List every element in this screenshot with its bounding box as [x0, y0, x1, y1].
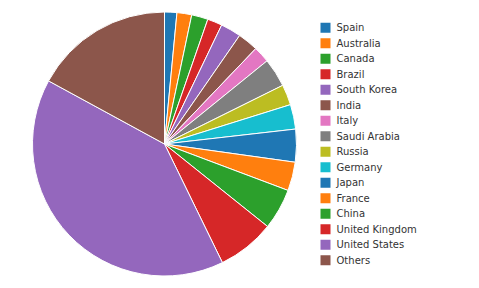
legend-item: Italy [321, 115, 359, 126]
legend-label: China [337, 208, 366, 219]
legend-swatch [321, 240, 331, 250]
legend-label: Canada [337, 53, 375, 64]
legend-swatch [321, 38, 331, 48]
pie [33, 12, 297, 276]
legend-swatch [321, 193, 331, 203]
legend-item: China [321, 208, 366, 219]
legend-swatch [321, 147, 331, 157]
legend-item: United States [321, 239, 405, 250]
legend-swatch [321, 209, 331, 219]
legend: Spain Australia Canada Brazil South Korea Ind… [321, 22, 417, 266]
legend-item: Germany [321, 162, 383, 173]
legend-label: United Kingdom [337, 224, 417, 235]
legend-label: Germany [337, 162, 383, 173]
chart: Spain Australia Canada Brazil South Korea Ind… [0, 0, 479, 288]
legend-item: Japan [321, 177, 365, 188]
legend-swatch [321, 178, 331, 188]
legend-label: France [337, 193, 370, 204]
legend-swatch [321, 23, 331, 33]
legend-swatch [321, 54, 331, 64]
legend-label: Japan [336, 177, 365, 188]
pie-slice [49, 12, 165, 144]
legend-swatch [321, 100, 331, 110]
legend-swatch [321, 85, 331, 95]
legend-swatch [321, 224, 331, 234]
legend-label: United States [337, 239, 405, 250]
legend-item: Australia [321, 38, 381, 49]
legend-item: France [321, 193, 370, 204]
legend-item: Spain [321, 22, 365, 33]
legend-label: Brazil [337, 69, 365, 80]
legend-swatch [321, 69, 331, 79]
legend-label: India [337, 100, 362, 111]
legend-label: Saudi Arabia [337, 131, 400, 142]
legend-item: Saudi Arabia [321, 131, 400, 142]
legend-swatch [321, 255, 331, 265]
legend-label: Australia [337, 38, 381, 49]
legend-label: Spain [337, 22, 365, 33]
legend-label: Others [337, 255, 371, 266]
legend-label: Russia [337, 146, 369, 157]
legend-item: Brazil [321, 69, 365, 80]
legend-item: United Kingdom [321, 224, 417, 235]
legend-item: Canada [321, 53, 375, 64]
legend-item: Others [321, 255, 371, 266]
legend-swatch [321, 131, 331, 141]
legend-item: South Korea [321, 84, 398, 95]
legend-swatch [321, 116, 331, 126]
legend-label: South Korea [337, 84, 398, 95]
legend-item: Russia [321, 146, 369, 157]
legend-swatch [321, 162, 331, 172]
legend-label: Italy [337, 115, 359, 126]
legend-item: India [321, 100, 362, 111]
